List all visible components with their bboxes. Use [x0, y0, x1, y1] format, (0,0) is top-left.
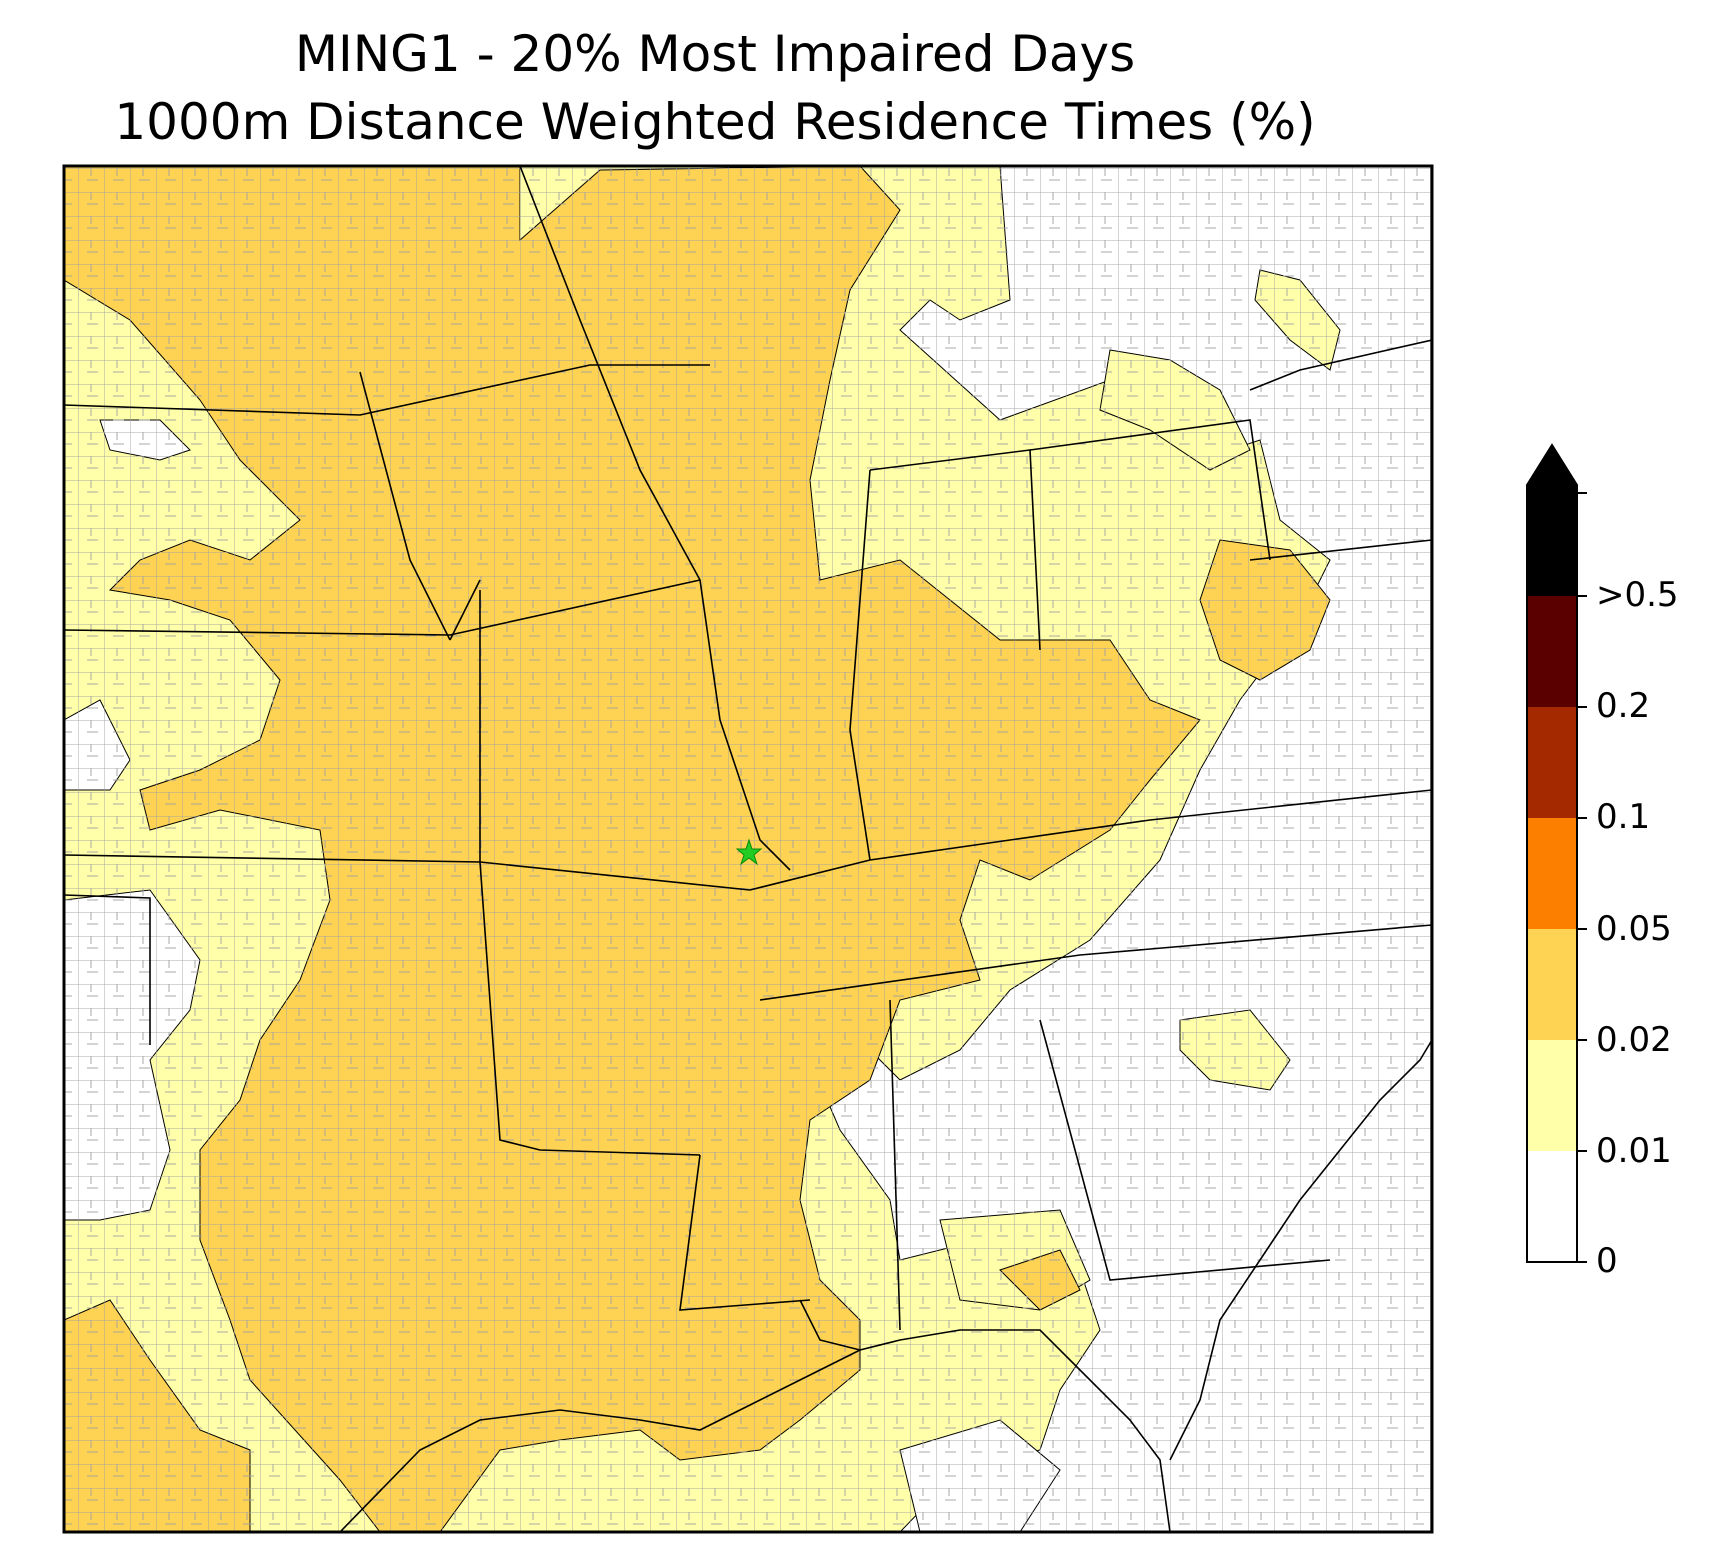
colorbar-segment	[1527, 929, 1577, 1040]
title-line-1: MING1 - 20% Most Impaired Days	[294, 25, 1136, 83]
colorbar-label-0.2: 0.2	[1596, 686, 1651, 726]
colorbar-segment	[1527, 1040, 1577, 1151]
colorbar-label-0.01: 0.01	[1596, 1131, 1672, 1171]
colorbar-segment	[1527, 1151, 1577, 1262]
colorbar-label-0.02: 0.02	[1596, 1020, 1672, 1060]
colorbar-label-0: 0	[1596, 1241, 1618, 1281]
receptor-star-icon	[735, 838, 763, 866]
colorbar-outline	[1526, 443, 1578, 1263]
map-frame	[62, 164, 1434, 1534]
atlantic-coastline	[1169, 1039, 1432, 1461]
colorbar-label-0.05: 0.05	[1596, 909, 1672, 949]
state-boundaries	[64, 166, 1432, 1351]
gulf-coastline	[339, 1329, 1171, 1532]
colorbar-label-0.1: 0.1	[1596, 797, 1651, 837]
colorbar-label-gt0.5: >0.5	[1596, 575, 1679, 615]
colorbar-segment	[1527, 485, 1577, 596]
colorbar-segment	[1527, 707, 1577, 818]
title-line-2: 1000m Distance Weighted Residence Times …	[114, 93, 1316, 151]
colorbar-extend-arrow	[1527, 445, 1577, 485]
colorbar-segment	[1527, 596, 1577, 707]
colorbar	[1526, 443, 1587, 1263]
colorbar-segment	[1527, 818, 1577, 929]
